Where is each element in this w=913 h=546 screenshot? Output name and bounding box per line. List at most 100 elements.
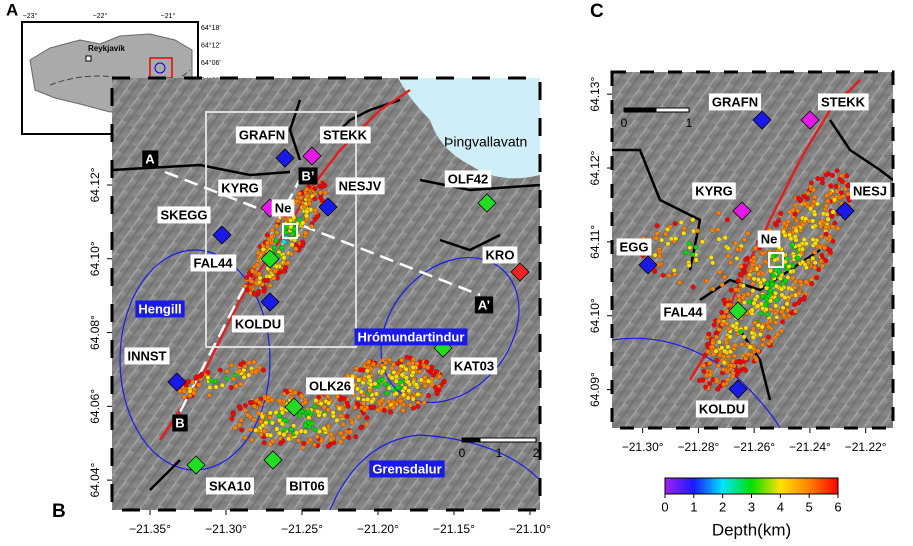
seismic-event	[298, 195, 304, 201]
seismic-event	[749, 307, 755, 313]
seismic-event	[660, 272, 666, 278]
x-tick-label: −21.35°	[129, 522, 171, 536]
lon-tick-label: −23°	[23, 12, 38, 20]
seismic-event	[752, 320, 758, 326]
seismic-event	[773, 303, 779, 309]
seismic-event	[279, 406, 285, 412]
seismic-event	[673, 236, 679, 242]
x-tick-label: −21.26°	[733, 440, 775, 454]
seismic-event	[237, 368, 242, 374]
seismic-event	[320, 180, 326, 186]
seismic-event	[832, 220, 838, 226]
seismic-event	[281, 432, 287, 438]
seismic-event	[255, 410, 261, 416]
seismic-event	[279, 421, 285, 427]
seismic-event	[298, 428, 304, 434]
seismic-event	[294, 198, 300, 204]
seismic-event	[725, 302, 731, 308]
station-marker	[800, 110, 820, 130]
station-marker	[260, 249, 280, 269]
seismic-event	[340, 422, 346, 427]
seismic-event	[369, 399, 375, 405]
seismic-event	[267, 415, 273, 421]
seismic-event	[707, 372, 713, 378]
seismic-event	[757, 332, 763, 338]
seismic-event	[719, 282, 725, 288]
seismic-event	[705, 349, 711, 354]
seismic-event	[785, 307, 791, 313]
seismic-event	[330, 410, 336, 416]
seismic-event	[261, 288, 267, 294]
seismic-event	[740, 295, 746, 301]
seismic-event	[312, 404, 318, 409]
seismic-event	[704, 278, 709, 284]
seismic-event	[253, 369, 259, 375]
seismic-event	[354, 366, 359, 372]
seismic-event	[766, 334, 771, 340]
seismic-event	[302, 429, 308, 435]
seismic-event	[761, 277, 767, 283]
seismic-event	[422, 375, 428, 380]
seismic-event	[246, 372, 252, 378]
station-marker	[284, 397, 304, 417]
y-tick-label: 64.11°	[588, 225, 602, 259]
seismic-event	[335, 394, 340, 400]
station-label-box	[190, 254, 237, 272]
seismic-event	[830, 238, 836, 244]
seismic-event	[328, 431, 334, 437]
seismic-event	[358, 425, 364, 431]
seismic-event	[336, 406, 342, 411]
station-marker	[728, 379, 748, 399]
seismic-event	[827, 249, 833, 255]
seismic-event	[755, 277, 761, 283]
station-label: KOLDU	[235, 316, 281, 331]
seismic-event	[245, 412, 251, 418]
seismic-event	[713, 330, 719, 336]
seismic-event	[281, 427, 287, 433]
seismic-event	[728, 287, 734, 293]
seismic-event	[711, 322, 717, 328]
seismic-event	[722, 274, 728, 280]
seismic-event	[344, 413, 350, 419]
seismic-event	[238, 361, 244, 367]
seismic-event	[725, 253, 731, 259]
station-label: KYRG	[695, 183, 733, 198]
seismic-event	[345, 373, 351, 378]
station-marker	[732, 201, 752, 221]
lat-tick-label: 64°06'	[201, 59, 221, 67]
seismic-event	[355, 396, 361, 401]
seismic-event	[321, 404, 327, 410]
profile-label-box	[298, 167, 318, 185]
ne-label: Ne	[761, 231, 778, 246]
seismic-event	[725, 354, 731, 359]
seismic-event	[743, 257, 748, 263]
station-marker	[835, 201, 855, 221]
seismic-event	[745, 230, 751, 236]
seismic-event	[725, 344, 731, 350]
seismic-event	[277, 418, 283, 423]
seismic-event	[293, 246, 299, 252]
station-label-box	[695, 400, 749, 418]
seismic-event	[367, 388, 373, 394]
seismic-event	[739, 342, 745, 347]
seismic-event	[741, 334, 747, 340]
place-label: Reykjavík	[88, 44, 125, 53]
seismic-event	[760, 251, 766, 256]
seismic-event	[352, 404, 358, 410]
seismic-event	[835, 225, 841, 231]
seismic-event	[405, 379, 411, 385]
seismic-event	[283, 265, 289, 271]
station-label-box	[482, 246, 518, 264]
seismic-event	[797, 278, 803, 284]
seismic-event	[429, 367, 434, 373]
seismic-event	[281, 255, 287, 261]
scale-label: 0	[459, 446, 466, 460]
ne-label-box	[757, 230, 781, 248]
seismic-event	[768, 307, 774, 312]
seismic-event	[353, 434, 359, 440]
colorbar-tick-label: 1	[690, 499, 697, 514]
seismic-event	[828, 183, 834, 189]
seismic-event	[362, 407, 368, 413]
seismic-event	[425, 378, 431, 384]
seismic-event	[708, 254, 714, 260]
